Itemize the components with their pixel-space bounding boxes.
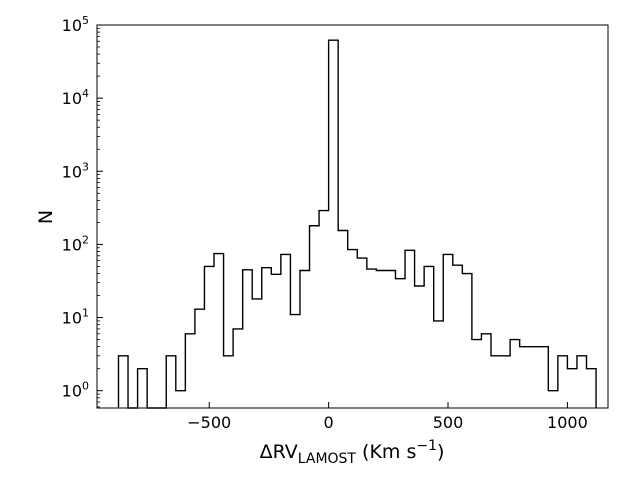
y-tick-label-base: 10	[62, 382, 82, 401]
x-axis-ticks: −500 0 500 1000	[187, 402, 588, 432]
y-tick-label: 101	[62, 307, 89, 328]
y-tick-label-base: 10	[62, 89, 82, 108]
y-tick-label-base: 10	[62, 16, 82, 35]
x-axis-label: ΔRVLAMOST (Km s−1)	[260, 438, 445, 467]
y-tick-label-base: 10	[62, 235, 82, 254]
y-tick-label: 105	[62, 14, 89, 35]
x-axis-label-subscript: LAMOST	[298, 451, 357, 467]
histogram-step-line	[117, 39, 597, 409]
x-tick-label: −500	[187, 413, 231, 432]
y-tick-label-exponent: 3	[82, 160, 89, 173]
x-tick-label: 500	[433, 413, 464, 432]
plot-background	[97, 25, 608, 408]
y-tick-label-exponent: 5	[82, 14, 89, 27]
x-axis-label-main: ΔRV	[260, 441, 298, 463]
x-axis-label-unit: (Km s	[356, 441, 416, 463]
y-tick-label-base: 10	[62, 162, 82, 181]
y-tick-label-exponent: 2	[82, 233, 89, 246]
y-axis-label: N	[35, 210, 57, 224]
y-tick-label: 102	[62, 233, 89, 254]
x-tick-label: 0	[324, 413, 334, 432]
y-tick-label: 104	[62, 87, 89, 108]
x-tick-label: 1000	[547, 413, 588, 432]
y-tick-label-exponent: 1	[82, 307, 89, 320]
plot-area	[96, 24, 609, 409]
y-tick-label: 103	[62, 160, 89, 181]
y-tick-label: 100	[62, 380, 89, 401]
plot-frame	[96, 24, 609, 409]
x-axis-label-unit-superscript: −1	[416, 438, 437, 454]
x-axis-label-unit-close: )	[437, 441, 444, 463]
y-tick-label-exponent: 4	[82, 87, 89, 100]
y-tick-label-base: 10	[62, 309, 82, 328]
y-tick-label-exponent: 0	[82, 380, 89, 393]
